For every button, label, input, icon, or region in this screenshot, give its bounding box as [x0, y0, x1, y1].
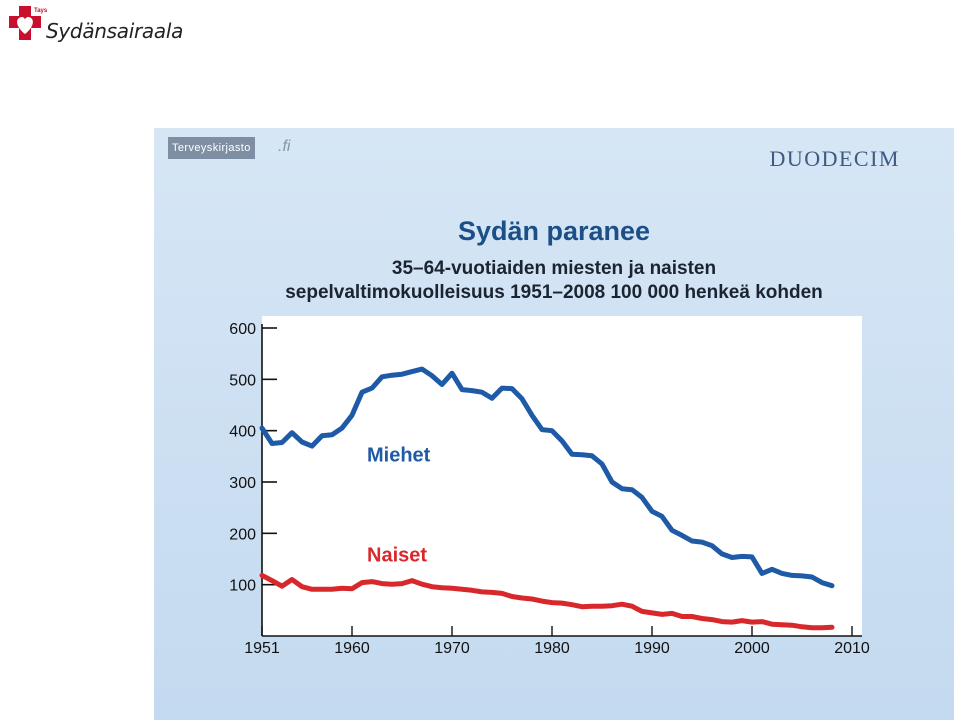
x-tick-label: 1980 [534, 640, 570, 657]
y-tick-label: 400 [229, 424, 256, 441]
chart-series [259, 366, 835, 631]
x-tick-label: 1960 [334, 640, 370, 657]
y-tick-label: 300 [229, 475, 256, 492]
series-label-miehet: Miehet [367, 444, 431, 466]
heart-cross-icon [9, 6, 41, 40]
chart-series-labels: Miehet Naiset [367, 444, 431, 566]
chart-title: Sydän paranee [457, 216, 651, 246]
chart-axes: 100 200 300 400 500 600 1951 1960 1970 1980 1990 20… [229, 321, 870, 657]
source-suffix: .fi [278, 138, 291, 155]
hospital-logo: Tays Sydänsairaala [6, 4, 196, 46]
y-tick-label: 200 [229, 526, 256, 543]
chart-subtitle-line2: sepelvaltimokuolleisuus 1951–2008 100 00… [285, 282, 823, 303]
publisher-logo: DUODECIM [769, 146, 900, 171]
source-badge: Terveyskirjasto [168, 137, 255, 159]
series-line-naiset [259, 572, 835, 631]
x-tick-label: 2010 [834, 640, 870, 657]
series-label-naiset: Naiset [367, 545, 427, 567]
x-tick-label: 2000 [734, 640, 770, 657]
logo-text: Sydänsairaala [46, 19, 184, 43]
x-tick-label: 1951 [244, 640, 280, 657]
x-tick-label: 1970 [434, 640, 470, 657]
x-tick-label: 1990 [634, 640, 670, 657]
logo-small-text: Tays [34, 8, 48, 14]
series-line-miehet [259, 366, 835, 589]
chart-subtitle-line1: 35–64-vuotiaiden miesten ja naisten [391, 258, 717, 279]
y-tick-label: 500 [229, 372, 256, 389]
y-tick-label: 600 [229, 321, 256, 338]
y-tick-label: 100 [229, 578, 256, 595]
